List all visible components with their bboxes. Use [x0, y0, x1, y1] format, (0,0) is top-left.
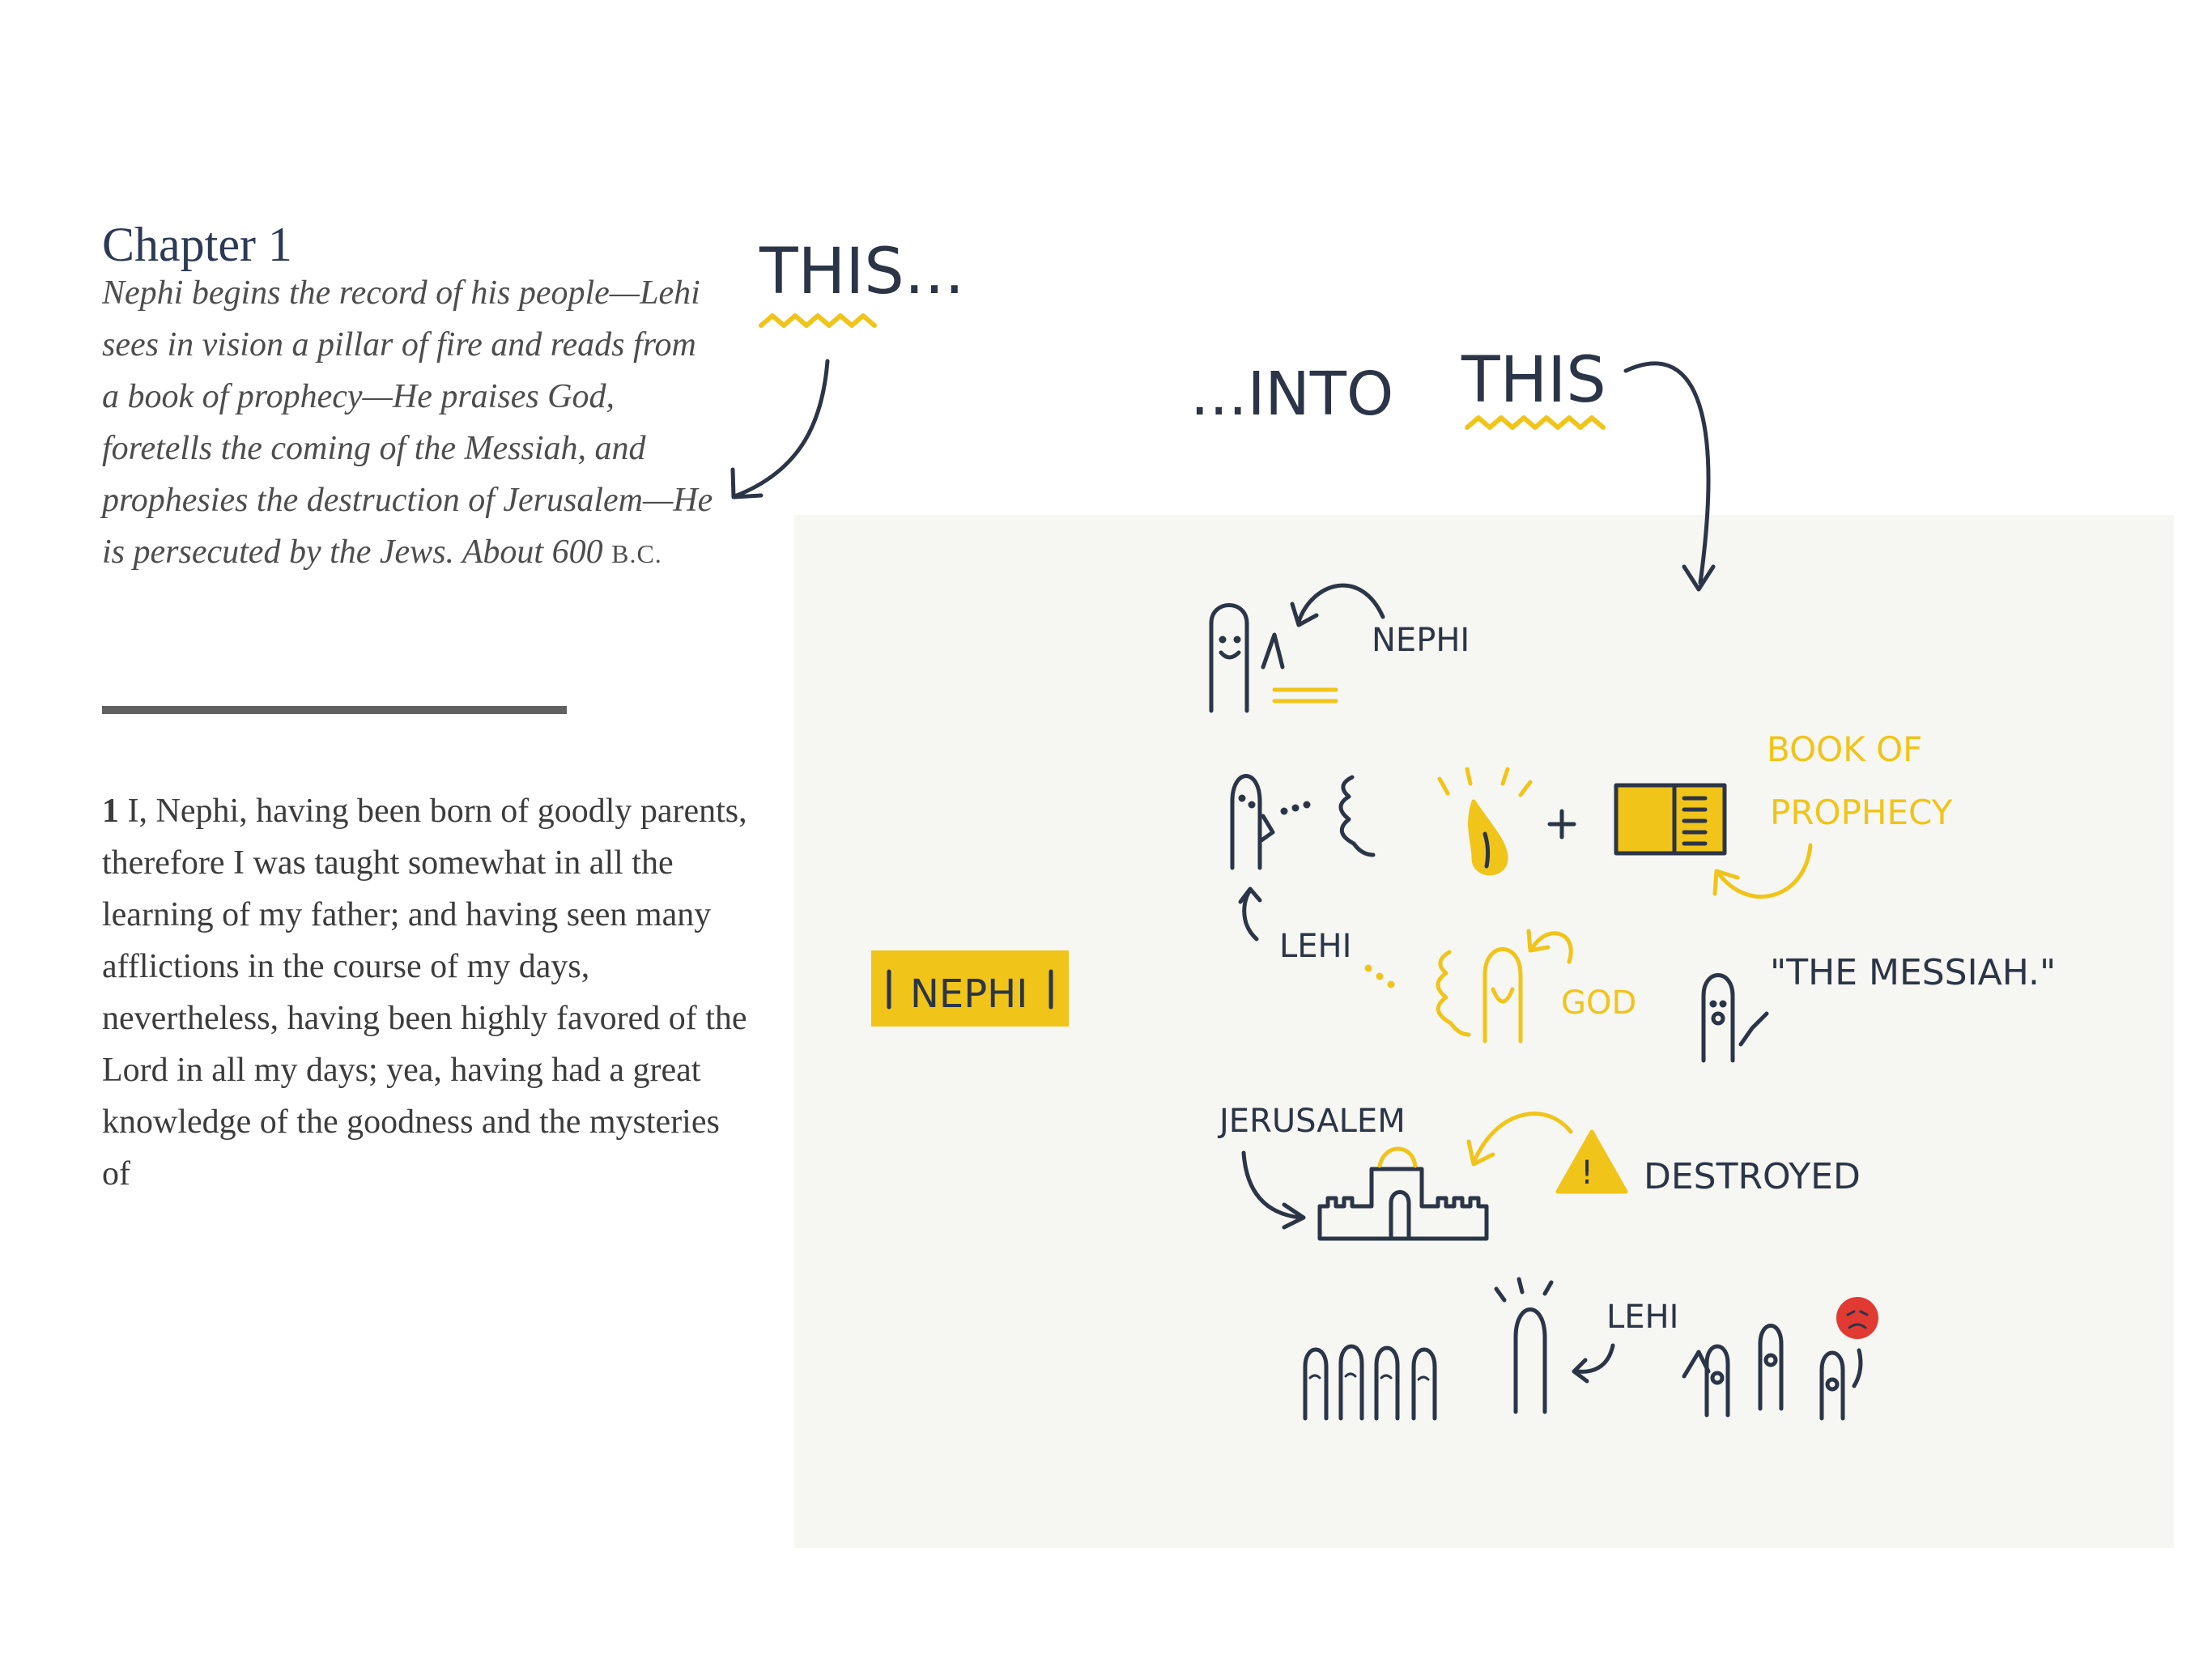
figure-lehi-preaching [1513, 1307, 1547, 1414]
god-beard [1491, 987, 1515, 1004]
dot [1303, 801, 1311, 809]
arrow-curve [1623, 361, 1711, 585]
figure-eye [1219, 636, 1227, 644]
verse-1: 1 I, Nephi, having been born of goodly p… [102, 785, 750, 1200]
glow-ray [1542, 1280, 1554, 1296]
figure-eye [1233, 636, 1241, 644]
plus-icon [1547, 809, 1576, 840]
arrow-curve [1241, 1150, 1303, 1220]
arrow-curve [734, 359, 830, 498]
dot [1291, 804, 1300, 812]
label-book-of: BOOK OF [1767, 729, 1922, 769]
arrow-head [1466, 1139, 1495, 1167]
arrow-head [1238, 886, 1262, 904]
vision-cloud [1436, 950, 1471, 1037]
city-gate [1389, 1190, 1411, 1241]
glow-ray [1494, 1286, 1507, 1303]
dot [1387, 980, 1395, 988]
figure-nephi [1209, 603, 1249, 713]
figure-smile [1219, 650, 1241, 660]
arrow-head [730, 467, 764, 500]
summary-era: B.C. [611, 539, 662, 568]
heading-this: THIS... [759, 236, 964, 308]
glow-ray [1516, 1277, 1525, 1295]
figure-hand [1738, 1011, 1769, 1047]
writing-hand [1261, 632, 1285, 670]
summary-text: Nephi begins the record of his people—Le… [102, 274, 713, 571]
chapter-title: Chapter 1 [102, 218, 292, 272]
vision-cloud [1338, 775, 1376, 857]
label-lehi-2: LEHI [1606, 1299, 1678, 1336]
warning-icon [1555, 1129, 1628, 1194]
figure-mouth [1711, 1011, 1725, 1026]
glow-ray [1500, 767, 1510, 786]
chapter-summary: Nephi begins the record of his people—Le… [102, 267, 717, 580]
arrow-head [1712, 869, 1740, 896]
book-icon [1614, 783, 1727, 856]
dome [1377, 1146, 1418, 1168]
fire-icon [1468, 799, 1508, 876]
underline-squiggle [759, 313, 877, 328]
figure-god [1482, 947, 1523, 1044]
dot [1280, 807, 1288, 815]
crowd-figures [1303, 1344, 1437, 1421]
angry-crowd [1682, 1324, 1863, 1421]
figure-eye [1238, 794, 1246, 802]
arrow-head [1682, 564, 1716, 592]
label-destroyed: DESTROYED [1644, 1156, 1861, 1197]
verse-container: 1 I, Nephi, having been born of goodly p… [102, 785, 750, 1222]
glow-ray [1437, 776, 1450, 796]
verse-number: 1 [102, 793, 119, 830]
label-jerusalem: JERUSALEM [1217, 1103, 1406, 1140]
nephi-tag [871, 950, 1069, 1027]
figure-eye [1248, 801, 1256, 809]
arrow-head [1290, 602, 1319, 627]
arrow-curve [1716, 843, 1813, 899]
label-lehi: LEHI [1279, 928, 1351, 965]
label-god: GOD [1561, 984, 1636, 1022]
figure-eye [1719, 1000, 1727, 1008]
dot [1364, 964, 1372, 972]
nephi-tag-label: NEPHI [910, 971, 1027, 1017]
warning-mark: ! [1580, 1154, 1593, 1192]
figure-hand [1259, 814, 1275, 843]
figure-messiah-speaker [1701, 973, 1735, 1063]
flame-line [1482, 831, 1491, 869]
figure-eye [1709, 1000, 1717, 1008]
arrow-head [1526, 929, 1551, 953]
glow-ray [1518, 780, 1533, 797]
arrow-curve [1575, 1343, 1615, 1374]
arrow-curve [1242, 888, 1259, 942]
verse-text: I, Nephi, having been born of goodly par… [102, 793, 747, 1192]
arrow-curve [1473, 1112, 1573, 1162]
section-divider [102, 706, 567, 714]
heading-into: ...INTO [1190, 359, 1393, 429]
angry-face-features [1846, 1310, 1869, 1329]
label-nephi: NEPHI [1372, 622, 1470, 659]
figure-lehi [1230, 774, 1262, 870]
dot [1376, 972, 1384, 980]
heading-this-2: THIS [1461, 344, 1606, 417]
glow-ray [1465, 767, 1473, 786]
angry-face-icon [1836, 1297, 1878, 1339]
arrow-curve [1529, 931, 1573, 964]
arrow-head [1572, 1358, 1589, 1384]
label-prophecy: PROPHECY [1770, 793, 1953, 832]
underline-squiggle [1465, 415, 1606, 430]
label-messiah: "THE MESSIAH." [1770, 952, 2056, 993]
arrow-head [1282, 1202, 1306, 1230]
city-jerusalem-icon [1317, 1167, 1489, 1241]
arrow-curve [1296, 583, 1385, 624]
